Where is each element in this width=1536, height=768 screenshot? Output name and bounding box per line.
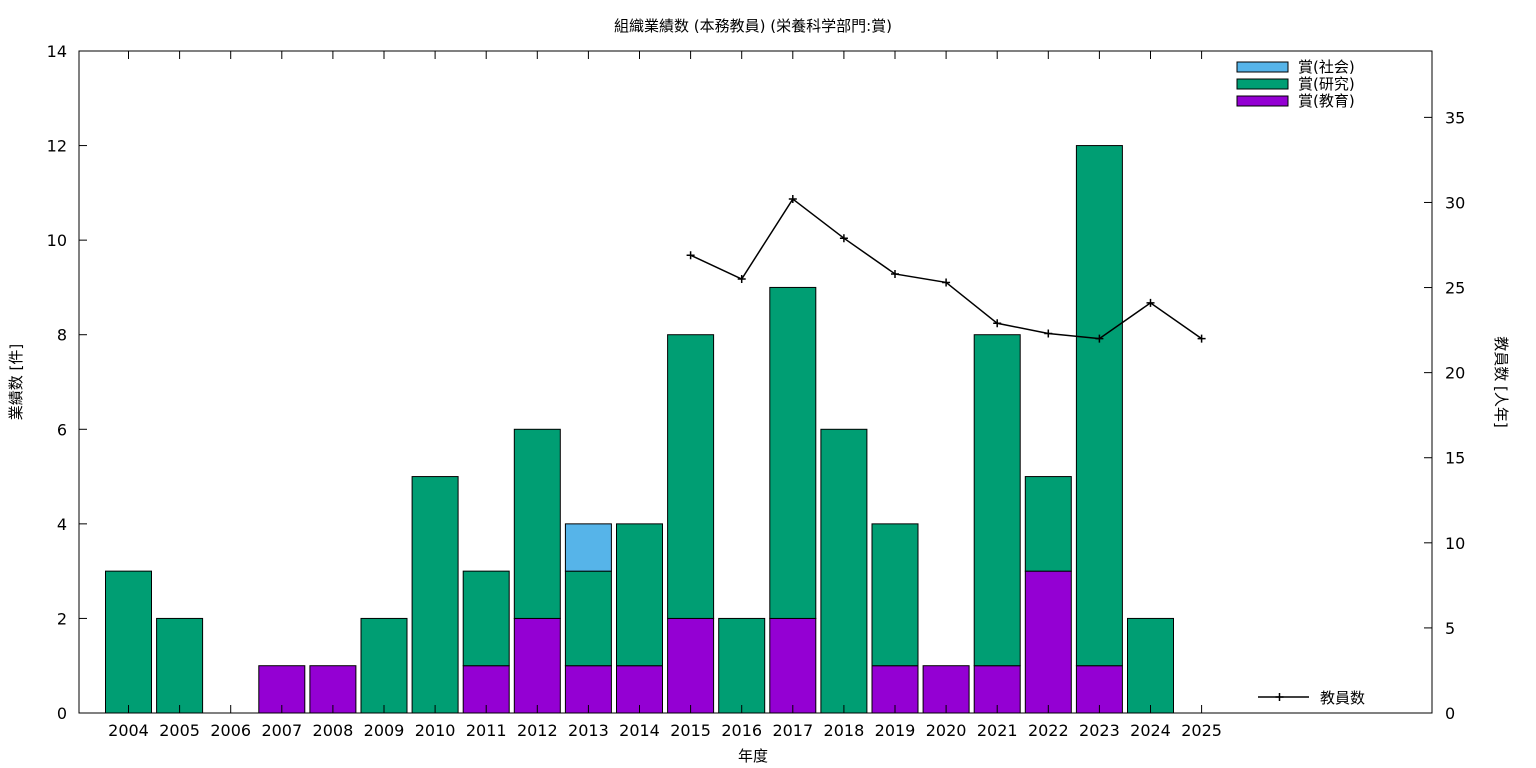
bar-research-2013	[564, 570, 612, 667]
bar-research-2021	[973, 334, 1021, 667]
legend-swatch-education	[1236, 95, 1289, 107]
legend-swatch-society	[1236, 61, 1289, 73]
staff-point-2017	[788, 195, 797, 204]
x-tick-label-2025: 2025	[1181, 721, 1222, 740]
y2-tick-label-0: 0	[1445, 704, 1455, 723]
x-tick-label-2008: 2008	[313, 721, 354, 740]
x-tick-label-2023: 2023	[1079, 721, 1120, 740]
bar-research-2004	[105, 570, 152, 714]
bar-research-2017	[769, 286, 817, 619]
bar-research-2019	[871, 523, 919, 667]
y-axis-label: 業績数 [件]	[7, 344, 25, 420]
staff-point-2015	[686, 251, 695, 260]
x-tick-label-2017: 2017	[772, 721, 813, 740]
x-axis-label: 年度	[738, 747, 768, 765]
bar-education-2015	[667, 617, 715, 714]
legend: 賞(社会)賞(研究)賞(教育) 教員数	[1236, 58, 1365, 707]
bar-research-2016	[718, 617, 766, 714]
legend-label-education: 賞(教育)	[1298, 92, 1355, 110]
x-tick-label-2013: 2013	[568, 721, 609, 740]
bar-research-2014	[616, 523, 663, 667]
bars-group	[105, 145, 1174, 714]
y-tick-label-10: 10	[47, 231, 67, 250]
x-tick-label-2006: 2006	[210, 721, 251, 740]
y2-tick-label-15: 15	[1445, 449, 1465, 468]
y2-axis-label: 教員数 [人年]	[1492, 336, 1510, 427]
x-tick-label-2011: 2011	[466, 721, 507, 740]
legend-swatch-research	[1236, 78, 1289, 90]
y2-tick-label-5: 5	[1445, 619, 1455, 638]
bar-research-2005	[156, 617, 204, 714]
y-tick-label-0: 0	[57, 704, 67, 723]
chart-title: 組織業績数 (本務教員) (栄養科学部門:賞)	[614, 17, 892, 35]
x-tick-label-2010: 2010	[415, 721, 456, 740]
x-tick-label-2016: 2016	[721, 721, 762, 740]
y-tick-label-2: 2	[57, 609, 67, 628]
x-tick-label-2022: 2022	[1028, 721, 1069, 740]
y-tick-label-6: 6	[57, 420, 67, 439]
y-tick-label-14: 14	[47, 42, 67, 61]
y2-tick-label-10: 10	[1445, 534, 1465, 553]
x-tick-label-2024: 2024	[1130, 721, 1171, 740]
staff-point-2023	[1095, 334, 1104, 343]
staff-point-2018	[839, 234, 848, 243]
bar-research-2015	[667, 334, 715, 619]
bar-education-2017	[769, 617, 817, 714]
bar-education-2022	[1024, 570, 1072, 714]
x-tick-label-2012: 2012	[517, 721, 558, 740]
y2-tick-label-20: 20	[1445, 364, 1465, 383]
x-tick-label-2018: 2018	[824, 721, 865, 740]
bar-research-2024	[1127, 617, 1174, 714]
legend-label-society: 賞(社会)	[1298, 58, 1355, 76]
staff-point-2022	[1044, 329, 1053, 338]
x-tick-label-2021: 2021	[977, 721, 1018, 740]
bar-research-2022	[1024, 476, 1072, 572]
bar-research-2012	[513, 428, 561, 619]
x-tick-label-2004: 2004	[108, 721, 149, 740]
bar-research-2011	[462, 570, 510, 667]
y2-tick-label-35: 35	[1445, 108, 1465, 127]
bar-education-2012	[513, 617, 561, 714]
y-tick-label-4: 4	[57, 515, 67, 534]
legend-label-staff: 教員数	[1320, 689, 1365, 707]
x-tick-label-2009: 2009	[364, 721, 405, 740]
x-tick-label-2015: 2015	[670, 721, 711, 740]
y2-tick-label-30: 30	[1445, 193, 1465, 212]
plot-frame	[78, 50, 1433, 714]
staff-point-2020	[942, 278, 951, 287]
bar-society-2013	[564, 523, 612, 572]
staff-point-2025	[1197, 334, 1206, 343]
bar-research-2023	[1075, 145, 1123, 667]
y-tick-label-12: 12	[47, 137, 67, 156]
legend-marker-staff	[1275, 693, 1284, 701]
x-tick-label-2014: 2014	[619, 721, 660, 740]
staff-point-2024	[1146, 298, 1155, 307]
x-tick-label-2019: 2019	[875, 721, 916, 740]
staff-point-2016	[737, 275, 746, 284]
y2-tick-label-25: 25	[1445, 279, 1465, 298]
bar-research-2018	[820, 428, 868, 714]
staff-point-2021	[993, 319, 1002, 328]
staff-line	[690, 197, 1203, 340]
legend-label-research: 賞(研究)	[1298, 75, 1355, 93]
bar-research-2010	[411, 476, 459, 714]
staff-point-2019	[891, 269, 899, 278]
y-tick-label-8: 8	[57, 326, 67, 345]
bar-research-2009	[360, 617, 408, 714]
staff-line-group	[686, 195, 1206, 343]
x-tick-label-2007: 2007	[261, 721, 302, 740]
x-tick-label-2020: 2020	[926, 721, 967, 740]
x-tick-label-2005: 2005	[159, 721, 200, 740]
